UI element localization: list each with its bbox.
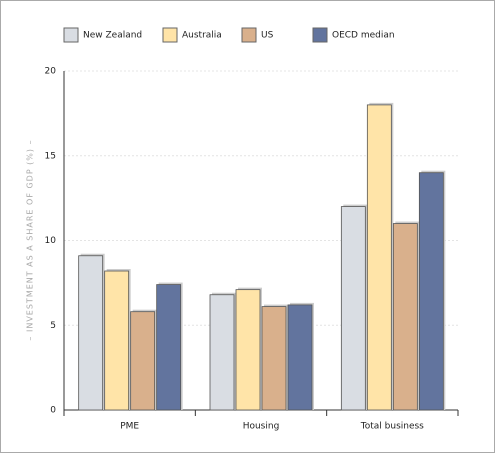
bar: [392, 223, 418, 411]
y-axis-label: – INVESTMENT AS A SHARE OF GDP (%) –: [26, 139, 35, 340]
bar: [209, 294, 235, 411]
bar: [104, 270, 130, 411]
legend-label: US: [261, 31, 274, 41]
bar: [366, 104, 392, 411]
bar: [418, 172, 444, 411]
x-tick-label: Housing: [243, 422, 280, 432]
y-tick-label: 10: [45, 236, 57, 246]
bar: [156, 284, 182, 411]
bar: [78, 255, 104, 411]
bar: [287, 304, 313, 411]
x-tick-label: PME: [120, 422, 139, 432]
y-tick-label: 0: [50, 406, 56, 416]
legend-label: Australia: [182, 31, 222, 41]
legend-swatch: [312, 27, 328, 43]
y-tick-label: 5: [50, 321, 56, 331]
y-tick-label: 15: [45, 151, 56, 161]
legend-label: New Zealand: [83, 31, 142, 41]
bar: [130, 311, 156, 411]
legend-swatch: [63, 27, 79, 43]
bar: [235, 289, 261, 411]
legend-label: OECD median: [332, 31, 395, 41]
legend-swatch: [241, 27, 257, 43]
legend-swatch: [162, 27, 178, 43]
bar: [340, 206, 366, 411]
y-tick-label: 20: [45, 67, 57, 77]
bar: [261, 306, 287, 411]
x-tick-label: Total business: [360, 422, 424, 432]
